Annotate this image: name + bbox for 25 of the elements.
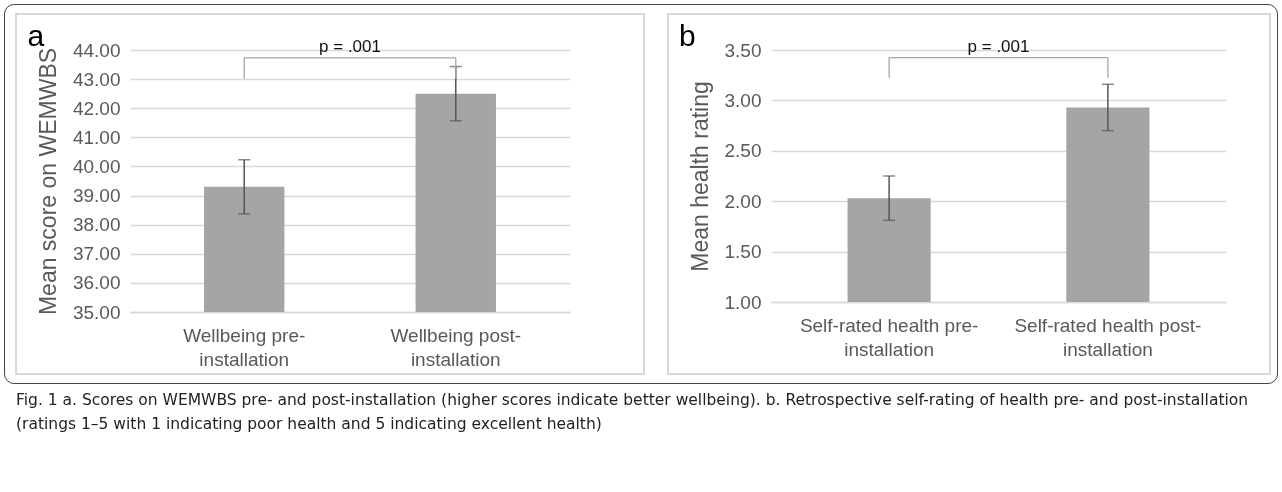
annotation: p = .001 [967, 36, 1030, 56]
x-tick-label: Self-rated health post-installation [1014, 314, 1202, 360]
y-tick-label: 38.00 [72, 214, 121, 236]
y-tick-label: 37.00 [72, 243, 121, 265]
y-tick-label: 3.00 [724, 89, 762, 111]
y-tick-label: 36.00 [72, 272, 121, 294]
x-tick-label: Wellbeing pre-installation [183, 324, 306, 370]
y-tick-label: 40.00 [72, 155, 121, 177]
chart-title: b [679, 18, 696, 52]
y-tick-label: 41.00 [72, 126, 121, 148]
x-tick-label: Self-rated health pre-installation [799, 314, 979, 360]
y-tick-label: 43.00 [72, 68, 121, 90]
y-tick-label: 42.00 [72, 97, 121, 119]
caption: Fig. 1 a. Scores on WEMWBS pre- and post-installation (higher scores indicate better wellbeing). b. Retrospective self-rating of health pre- and post-installation (ratings 1–5 with 1 indicating poor health and 5 indicating excellent health) [16, 390, 1250, 435]
y-tick-label: 1.00 [724, 291, 762, 313]
y-axis-title: Mean health rating [686, 81, 713, 272]
y-tick-label: 2.00 [724, 190, 762, 212]
x-tick-label: Wellbeing post-installation [390, 324, 522, 370]
y-tick-label: 3.50 [724, 39, 762, 61]
y-tick-label: 39.00 [72, 185, 121, 207]
y-tick-label: 44.00 [72, 39, 121, 61]
y-tick-label: 35.00 [72, 301, 121, 323]
annotation: p = .001 [319, 36, 381, 56]
y-tick-label: 2.50 [724, 140, 762, 162]
y-tick-label: 1.50 [724, 241, 762, 263]
